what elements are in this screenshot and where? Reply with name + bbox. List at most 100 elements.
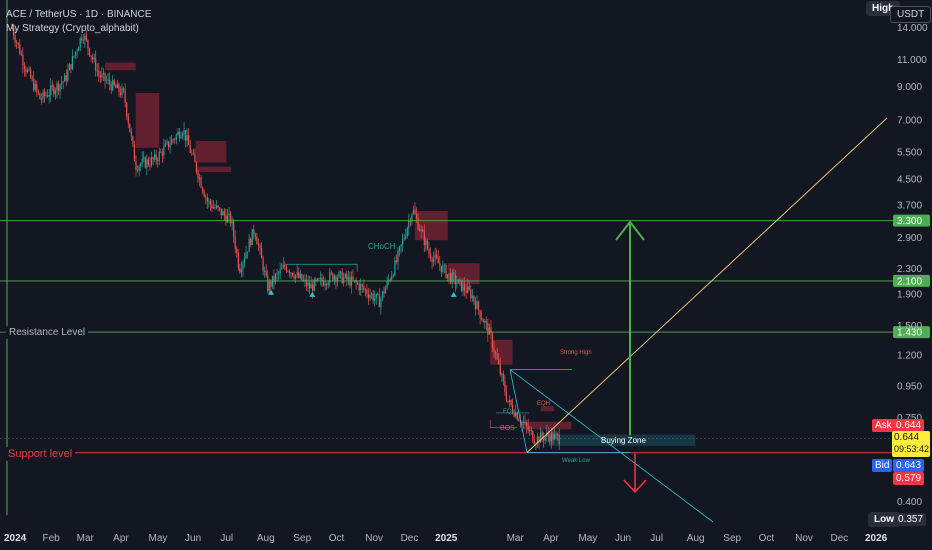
candle-body <box>290 272 292 274</box>
candle-body <box>226 215 229 223</box>
candle-body <box>264 271 266 272</box>
candle-body <box>197 171 199 179</box>
candle-body <box>490 327 492 334</box>
candle-body <box>54 90 56 95</box>
candle-body <box>152 157 154 160</box>
candle-body <box>192 153 194 155</box>
time-tick-label: Nov <box>365 533 383 544</box>
candle-body <box>220 208 222 216</box>
candle-body <box>402 239 404 245</box>
candle-body <box>51 85 53 87</box>
candle-body <box>105 80 108 82</box>
low-button[interactable]: Low <box>868 512 900 527</box>
target-level-tag <box>893 274 930 287</box>
candle-body <box>149 164 151 166</box>
candle-body <box>102 72 105 75</box>
candle-body <box>505 391 508 401</box>
candle-body <box>180 136 182 139</box>
candle-body <box>394 260 396 276</box>
candle-body <box>406 227 408 237</box>
choch-line <box>285 263 358 272</box>
candle-body <box>20 54 22 55</box>
candle-body <box>194 154 196 163</box>
candle-body <box>442 265 444 273</box>
candle-body <box>113 80 115 86</box>
candle-body <box>254 234 256 237</box>
candle-body <box>124 90 126 104</box>
price-tick-label: 1.200 <box>897 351 922 362</box>
candle-body <box>384 287 387 294</box>
candle-body <box>217 205 219 208</box>
candle-body <box>171 139 173 145</box>
candle-body <box>57 83 60 91</box>
candle-body <box>380 298 382 308</box>
candle-body <box>499 363 501 375</box>
candle-body <box>285 266 287 272</box>
candle-body <box>163 146 165 156</box>
candle-body <box>223 211 225 216</box>
low-value: 0.357 <box>895 513 927 526</box>
candle-body <box>250 238 252 246</box>
candle-body <box>208 200 210 202</box>
candle-body <box>205 196 207 198</box>
price-tick-label: 2.300 <box>897 264 922 275</box>
candle-body <box>538 436 540 443</box>
candle-body <box>240 269 242 273</box>
candle-body <box>33 78 35 91</box>
candle-body <box>253 229 255 235</box>
eql-label: EQL <box>503 409 516 415</box>
indicator-label[interactable]: My Strategy (Crypto_alphabit) <box>6 23 139 34</box>
candle-body <box>47 95 49 97</box>
candle-body <box>371 293 373 296</box>
price-tick-label: 1.900 <box>897 289 922 300</box>
candle-body <box>518 419 520 422</box>
candle-body <box>429 253 432 259</box>
candle-body <box>456 283 458 284</box>
candle-body <box>174 139 176 141</box>
candle-body <box>507 400 509 402</box>
candle-body <box>405 236 407 239</box>
target-arrow-head <box>615 220 645 241</box>
candle-body <box>395 260 397 263</box>
candle-body <box>333 276 335 281</box>
overlay-drawings <box>268 117 888 523</box>
candle-body <box>191 152 193 154</box>
candle-body <box>70 64 72 70</box>
candle-body <box>312 284 314 291</box>
time-tick-label: Dec <box>401 533 419 544</box>
candle-body <box>133 143 136 162</box>
candle-body <box>160 151 162 153</box>
candle-body <box>341 271 343 284</box>
candle-body <box>22 54 24 66</box>
candle-body <box>326 284 328 285</box>
candle-body <box>304 279 306 281</box>
candle-body <box>415 214 418 219</box>
candle-body <box>302 280 304 281</box>
candle-body <box>242 262 244 270</box>
time-axis[interactable]: 2024 Feb Mar Apr May Jun Jul Aug Sep Oct Nov Dec 202… <box>4 533 888 544</box>
candle-body <box>409 220 411 222</box>
candle-body <box>79 37 81 48</box>
candle-body <box>403 238 405 240</box>
candle-body <box>247 251 249 253</box>
candle-body <box>104 72 106 81</box>
supply-zone <box>540 406 554 412</box>
candle-body <box>195 162 198 172</box>
price-tick-label: 0.950 <box>897 382 922 393</box>
candle-body <box>202 187 204 192</box>
candle-body <box>127 116 129 124</box>
candle-body <box>526 422 528 427</box>
candle-body <box>88 48 91 56</box>
candle-body <box>491 333 494 348</box>
currency-button[interactable]: USDT <box>890 6 932 23</box>
candle-body <box>225 215 227 223</box>
candle-body <box>101 74 103 78</box>
countdown: 09:53:42 <box>894 444 930 454</box>
signal-marker <box>309 291 316 297</box>
buying-zone-label: Buying Zone <box>601 436 646 445</box>
candle-body <box>19 44 21 55</box>
candle-body <box>485 321 487 323</box>
candle-body <box>228 213 230 216</box>
candle-body <box>71 55 74 70</box>
